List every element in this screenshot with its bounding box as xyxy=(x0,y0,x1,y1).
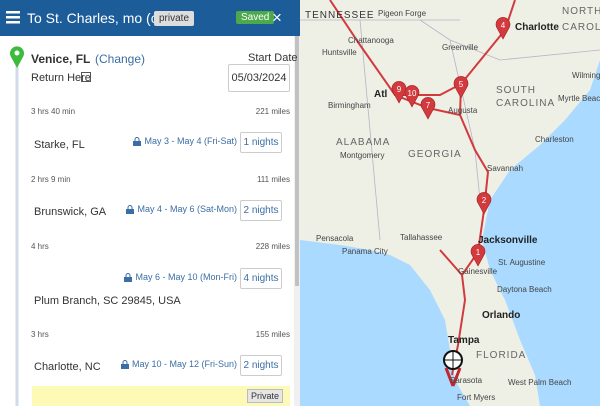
map-label: Montgomery xyxy=(340,151,384,160)
map-label: Tampa xyxy=(448,335,480,346)
scroll-thumb[interactable] xyxy=(295,36,299,286)
lock-icon xyxy=(133,137,141,146)
close-button[interactable]: × xyxy=(272,8,282,27)
map-label: Pensacola xyxy=(316,234,354,243)
leg-distance: 228 miles xyxy=(255,242,290,251)
map-label: Savannah xyxy=(487,164,523,173)
map-label: Wilmingto xyxy=(572,71,600,80)
date-input[interactable]: 05/03/2024 xyxy=(228,64,290,92)
map-label: TENNESSEE xyxy=(305,10,375,21)
nights-input[interactable]: 1 nights xyxy=(240,132,282,153)
private-button[interactable]: Private xyxy=(247,389,284,403)
return-label: Return Here xyxy=(31,72,91,84)
map-label: Panama City xyxy=(342,247,388,256)
stop-dates: May 4 - May 6 (Sat-Mon) xyxy=(137,204,237,214)
start-pin xyxy=(9,46,24,68)
map[interactable]: TENNESSEE Pigeon Forge Chattanooga Huntsvil… xyxy=(300,0,600,406)
map-label: CAROLINA xyxy=(562,22,600,33)
map-label: FLORIDA xyxy=(476,350,526,361)
map-label: St. Augustine xyxy=(498,258,546,267)
start-name: Venice, FL xyxy=(31,52,91,66)
timeline xyxy=(9,36,300,406)
stop-marker xyxy=(470,244,486,267)
header: 1234 To St. Charles, mo (copy) private S… xyxy=(0,0,300,36)
map-label: ALABAMA xyxy=(336,137,390,148)
stop-marker xyxy=(476,192,492,215)
stop-marker xyxy=(453,76,469,99)
trip-title: To St. Charles, mo (copy) xyxy=(27,10,185,26)
map-label: Daytona Beach xyxy=(497,285,552,294)
privacy-badge: private xyxy=(154,11,195,26)
map-label: Gainesville xyxy=(458,267,498,276)
nights-input[interactable]: 2 nights xyxy=(240,355,282,376)
lock-icon xyxy=(124,273,132,282)
stop-dates: May 3 - May 4 (Fri-Sat) xyxy=(144,136,237,146)
map-label: Myrtle Beach xyxy=(558,94,600,103)
stop-marker xyxy=(420,97,436,120)
leg-duration: 3 hrs xyxy=(31,330,49,339)
date-label: Start Date xyxy=(248,52,298,64)
map-label: Charlotte xyxy=(515,22,559,33)
marker-number: 4 xyxy=(501,21,506,30)
map-label: CAROLINA xyxy=(496,98,555,109)
state-borders xyxy=(300,19,600,241)
map-label: Chattanooga xyxy=(348,36,394,45)
stop-marker xyxy=(404,85,420,108)
marker-number: 10 xyxy=(408,89,417,98)
leg-distance: 221 miles xyxy=(255,107,290,116)
map-label: Huntsville xyxy=(322,48,357,57)
marker-number: 2 xyxy=(482,196,487,205)
trip-panel: 1234 To St. Charles, mo (copy) private S… xyxy=(0,0,300,406)
stop-dates: May 6 - May 10 (Mon-Fri) xyxy=(135,272,237,282)
map-label: Birmingham xyxy=(328,101,371,110)
stop-marker xyxy=(495,17,511,40)
map-label: Sarasota xyxy=(450,376,483,385)
return-checkbox[interactable] xyxy=(81,72,91,82)
leg-distance: 155 miles xyxy=(255,330,290,339)
map-label: NORTH xyxy=(562,6,600,17)
nights-input[interactable]: 2 nights xyxy=(240,200,282,221)
map-label: Fort Myers xyxy=(457,393,495,402)
marker-number: 1 xyxy=(476,248,481,257)
map-label: GEORGIA xyxy=(408,149,462,160)
lock-icon xyxy=(121,360,129,369)
marker-number: 9 xyxy=(397,85,402,94)
stop-name: Brunswick, GA xyxy=(34,206,107,218)
map-label: Pigeon Forge xyxy=(378,9,427,18)
leg-duration: 3 hrs 40 min xyxy=(31,107,76,116)
leg-duration: 4 hrs xyxy=(31,242,49,251)
stop-dates: May 10 - May 12 (Fri-Sun) xyxy=(131,359,237,369)
map-label: Tallahassee xyxy=(400,233,443,242)
stop-name: Starke, FL xyxy=(34,139,85,151)
map-label: Atl xyxy=(374,89,388,100)
stop-name: Plum Branch, SC 29845, USA xyxy=(34,295,181,307)
stop-name: Charlotte, NC xyxy=(34,361,101,373)
map-label: West Palm Beach xyxy=(508,378,571,387)
saved-badge: Saved xyxy=(236,11,275,24)
leg-distance: 111 miles xyxy=(256,175,290,184)
map-label: Jacksonville xyxy=(478,235,538,246)
map-label: Orlando xyxy=(482,310,520,321)
leg-duration: 2 hrs 9 min xyxy=(31,175,71,184)
marker-number: 5 xyxy=(459,80,464,89)
map-label: Augusta xyxy=(448,106,478,115)
note-box[interactable] xyxy=(32,386,290,406)
land xyxy=(300,0,600,406)
change-link[interactable]: (Change) xyxy=(95,52,146,66)
nights-input[interactable]: 4 nights xyxy=(240,268,282,289)
menu-icon[interactable]: 1234 xyxy=(6,10,20,24)
map-label: Charleston xyxy=(535,135,574,144)
lock-icon xyxy=(126,205,134,214)
map-label: Greenville xyxy=(442,43,479,52)
map-label: SOUTH xyxy=(496,85,536,96)
marker-number: 7 xyxy=(426,101,431,110)
